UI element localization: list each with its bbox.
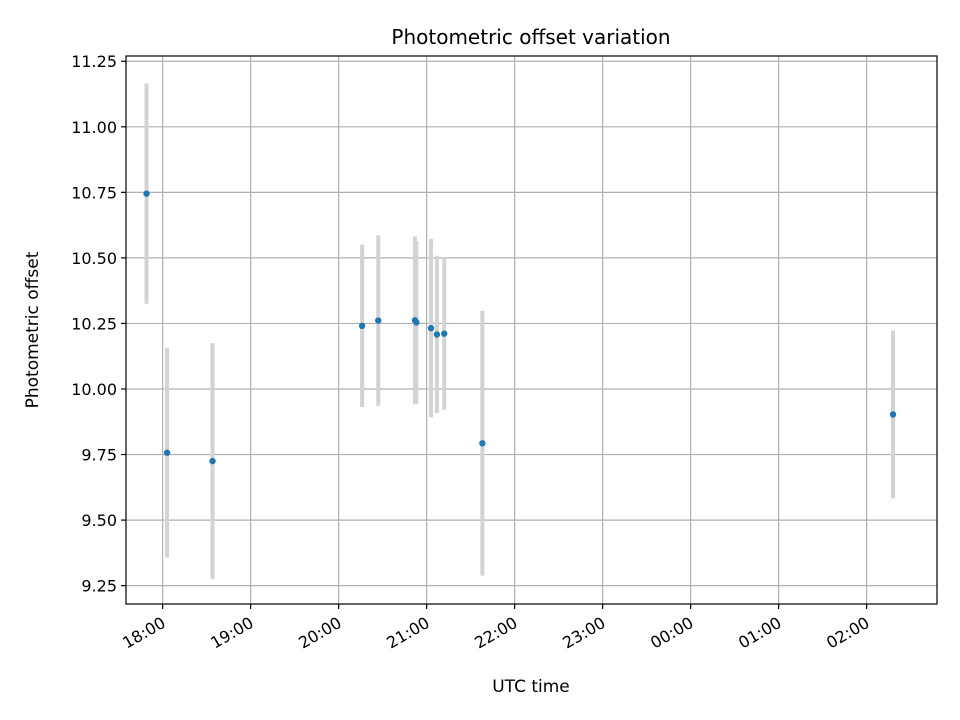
- grid: [126, 56, 937, 604]
- y-tick-label: 10.75: [71, 183, 117, 202]
- data-point: [441, 330, 448, 337]
- data-points: [143, 190, 897, 465]
- y-tick-label: 11.25: [71, 52, 117, 71]
- data-point: [143, 190, 150, 197]
- y-tick-label: 9.50: [81, 511, 117, 530]
- data-point: [433, 331, 441, 338]
- y-tick-label: 10.25: [71, 314, 117, 333]
- y-tick-label: 9.25: [81, 577, 117, 596]
- data-point: [889, 411, 897, 418]
- data-point: [163, 449, 171, 456]
- y-axis-ticks: 9.25 9.50 9.75 10.00 10.25 10.50 10.75 11.00 11.…: [71, 52, 126, 596]
- y-axis-label: Photometric offset: [23, 251, 43, 408]
- y-tick-label: 9.75: [81, 446, 117, 465]
- data-point: [413, 319, 420, 326]
- data-point: [375, 317, 382, 324]
- data-point: [209, 457, 216, 465]
- data-point: [427, 324, 435, 332]
- x-axis-label: UTC time: [492, 677, 570, 697]
- data-point: [358, 322, 366, 330]
- chart-title: Photometric offset variation: [391, 25, 670, 49]
- y-tick-label: 10.00: [71, 380, 117, 399]
- data-point: [479, 440, 486, 447]
- y-tick-label: 10.50: [71, 249, 117, 268]
- plot-frame: [125, 55, 938, 605]
- y-tick-label: 11.00: [71, 118, 117, 137]
